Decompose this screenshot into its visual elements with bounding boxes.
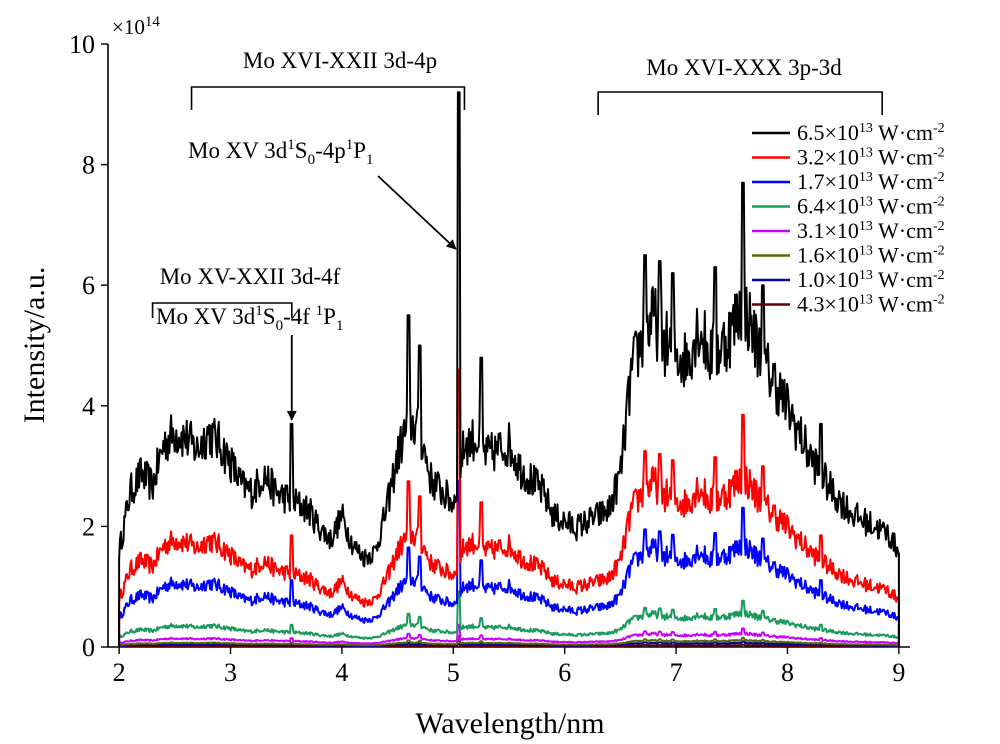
x-tick-label: 9 xyxy=(892,658,905,687)
bracket-3d4p xyxy=(190,86,466,110)
series-line xyxy=(118,623,900,647)
annotations: Mo XVI-XXII 3d-4p Mo XVI-XXX 3p-3d Mo XV… xyxy=(151,48,883,421)
x-tick-label: 3 xyxy=(224,658,237,687)
bracket-3d4f xyxy=(151,302,293,318)
legend-entry: 1.0×1013 W·cm-2 xyxy=(797,267,945,292)
annotation-4f-line: Mo XV 3d1S0-4f 1P1 xyxy=(156,303,343,334)
series-line xyxy=(118,634,900,647)
annotation-3p3d: Mo XVI-XXX 3p-3d xyxy=(646,55,842,80)
y-tick-label: 4 xyxy=(82,392,95,421)
annotation-3d4f: Mo XV-XXII 3d-4f xyxy=(160,264,341,289)
legend: 6.5×1013 W·cm-23.2×1013 W·cm-21.7×1013 W… xyxy=(752,120,945,317)
legend-entry: 6.5×1013 W·cm-2 xyxy=(797,120,945,145)
y-axis-title: Intensity/a.u. xyxy=(18,267,51,424)
legend-entry: 6.4×1013 W·cm-2 xyxy=(797,194,945,219)
y-tick-label: 0 xyxy=(82,633,95,662)
legend-entry: 1.7×1013 W·cm-2 xyxy=(797,169,945,194)
y-multiplier: ×1014 xyxy=(112,14,160,39)
x-tick-label: 8 xyxy=(781,658,794,687)
series-line xyxy=(118,479,900,647)
annotation-3d4p: Mo XVI-XXII 3d-4p xyxy=(243,48,437,73)
legend-entry: 3.2×1013 W·cm-2 xyxy=(797,145,945,170)
series-lines xyxy=(118,91,900,648)
series-line xyxy=(118,643,900,648)
x-tick-label: 6 xyxy=(558,658,571,687)
bracket-3p3d xyxy=(597,91,883,115)
y-tick-label: 8 xyxy=(82,151,95,180)
legend-entry: 4.3×1013 W·cm-2 xyxy=(797,292,945,317)
x-tick-label: 4 xyxy=(335,658,348,687)
y-tick-label: 6 xyxy=(82,271,95,300)
legend-entry: 3.1×1013 W·cm-2 xyxy=(797,218,945,243)
x-axis-title: Wavelength/nm xyxy=(415,707,604,740)
x-tick-label: 2 xyxy=(113,658,126,687)
y-tick-label: 2 xyxy=(82,512,95,541)
annotation-4p-line: Mo XV 3d1S0-4p1P1 xyxy=(188,137,374,168)
x-tick-label: 7 xyxy=(670,658,683,687)
legend-entry: 1.6×1013 W·cm-2 xyxy=(797,243,945,268)
series-line xyxy=(118,590,900,647)
y-tick-label: 10 xyxy=(69,30,95,59)
series-line xyxy=(118,91,900,647)
series-line xyxy=(118,368,900,647)
arrow-4p xyxy=(377,175,457,250)
x-tick-label: 5 xyxy=(447,658,460,687)
series-line xyxy=(118,639,900,647)
